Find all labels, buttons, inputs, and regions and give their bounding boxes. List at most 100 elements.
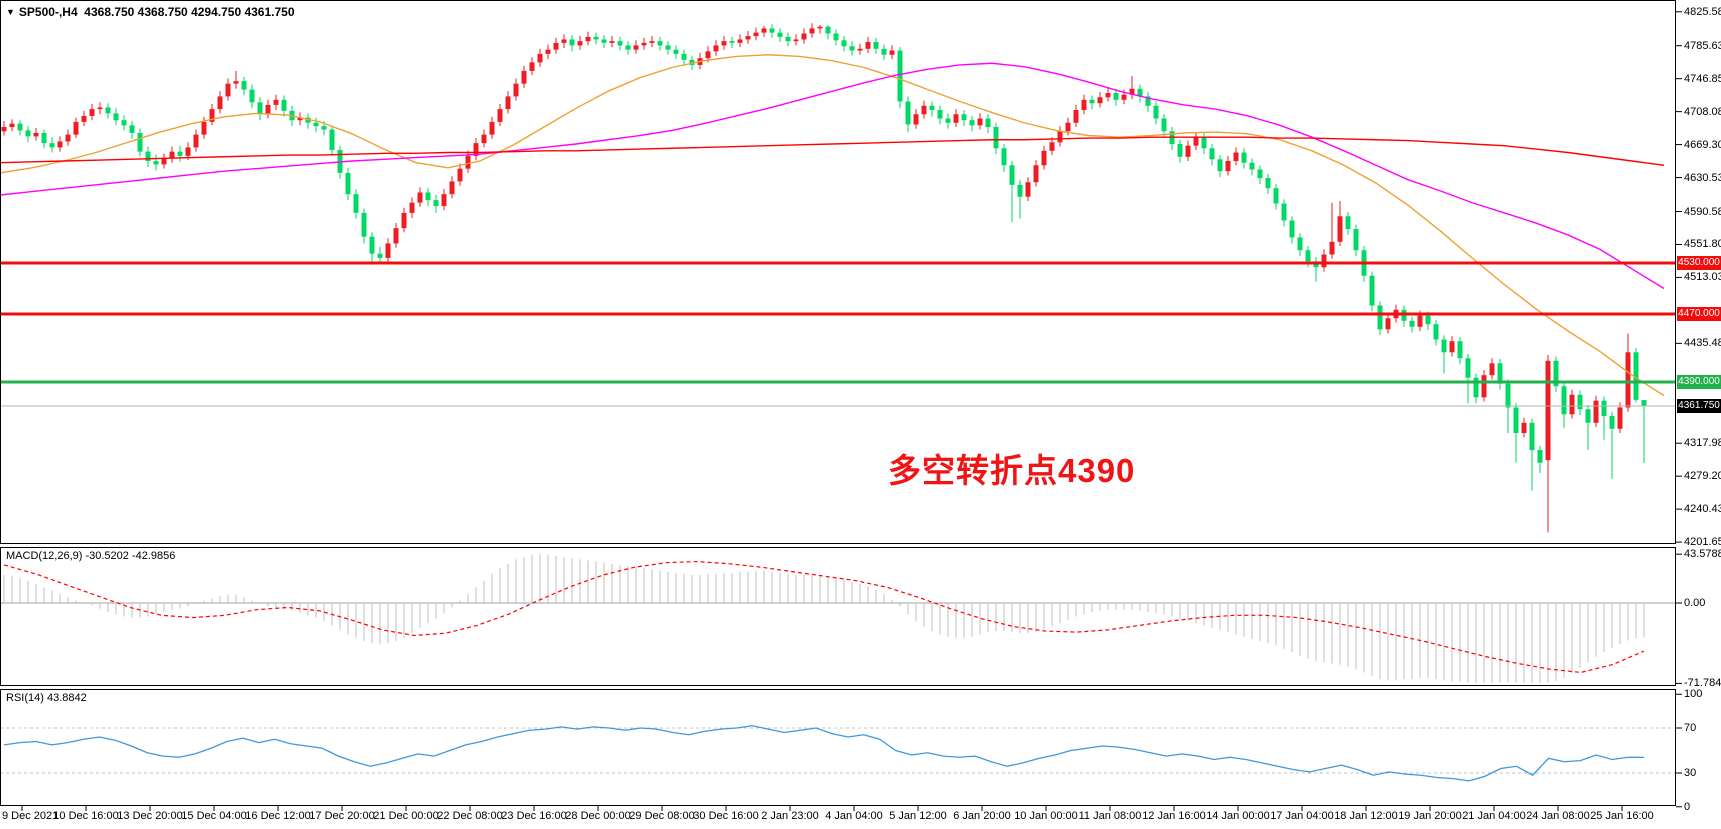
candle-bear (1425, 315, 1431, 325)
candle-bull (1417, 315, 1423, 327)
candle-bull (201, 121, 207, 135)
time-axis-label: 15 Dec 04:00 (181, 810, 247, 822)
candle-bear (305, 117, 311, 123)
candle-bull (577, 41, 583, 46)
candle-bull (649, 41, 655, 43)
candle-bear (1217, 159, 1223, 172)
candle-bear (985, 118, 991, 127)
candle-bear (329, 129, 335, 150)
candle-bear (905, 101, 911, 125)
candle-bull (753, 32, 759, 37)
candle-bear (1017, 184, 1023, 197)
candle-bull (641, 42, 647, 46)
candle-bull (89, 109, 95, 116)
candle-bull (1625, 352, 1631, 408)
rsi-axis-label: 100 (1684, 688, 1703, 701)
candle-bull (1121, 94, 1127, 100)
candle-bear (1497, 363, 1503, 384)
candle-bull (609, 41, 615, 43)
candle-bear (785, 36, 791, 42)
candle-bull (1225, 161, 1231, 172)
price-level-badge[interactable]: 4390.000 (1677, 375, 1721, 389)
price-axis-label: 4825.580 (1684, 5, 1721, 18)
candle-bear (1113, 93, 1119, 100)
collapse-ohlc-icon[interactable]: ▼ (6, 7, 15, 17)
candle-bear (1577, 394, 1583, 410)
candle-bull (809, 28, 815, 34)
candle-bear (25, 130, 31, 137)
candle-bear (153, 161, 159, 165)
candle-bull (273, 99, 279, 105)
price-axis-label: 4201.655 (1684, 536, 1721, 549)
price-axis-label: 4708.080 (1684, 105, 1721, 118)
time-axis-label: 19 Jan 20:00 (1398, 810, 1462, 822)
candle-bear (945, 118, 951, 123)
candle-bear (593, 36, 599, 40)
time-axis-label: 2 Jan 23:00 (761, 810, 819, 822)
price-axis-label: 4630.530 (1684, 171, 1721, 184)
pane-border (0, 0, 1676, 544)
candle-bear (769, 28, 775, 33)
macd-signal-line (3, 560, 1645, 674)
candle-bear (377, 253, 383, 258)
candle-bull (1449, 341, 1455, 353)
candle-bull (913, 114, 919, 125)
price-level-badge[interactable]: 4470.000 (1677, 307, 1721, 321)
candle-bull (1337, 216, 1343, 242)
candle-bear (1633, 352, 1639, 400)
candle-bear (1537, 450, 1543, 463)
candle-bear (961, 114, 967, 121)
candle-bull (977, 118, 983, 126)
candle-bear (569, 39, 575, 46)
candle-bull (161, 158, 167, 165)
candle-bull (185, 147, 191, 156)
time-axis-label: 17 Jan 04:00 (1270, 810, 1334, 822)
candle-bull (1489, 363, 1495, 376)
candle-bear (1089, 99, 1095, 104)
time-axis-label: 28 Dec 00:00 (565, 810, 631, 822)
candle-bull (1, 127, 7, 132)
candle-bull (473, 143, 479, 156)
candle-bull (1105, 93, 1111, 98)
candle-bear (121, 120, 127, 126)
candle-bull (33, 132, 39, 137)
candle-bear (1273, 188, 1279, 204)
price-axis-label: 4513.030 (1684, 271, 1721, 284)
candle-bull (385, 243, 391, 258)
candle-bear (673, 49, 679, 54)
time-axis-label: 23 Dec 16:00 (501, 810, 567, 822)
candle-bear (113, 113, 119, 121)
candle-bull (529, 62, 535, 71)
candle-bear (1201, 137, 1207, 149)
ma-slow-red (0, 136, 1665, 166)
price-level-badge[interactable]: 4530.000 (1677, 256, 1721, 270)
candle-bear (1433, 324, 1439, 340)
time-axis-label: 29 Dec 08:00 (629, 810, 695, 822)
time-axis-label: 5 Jan 12:00 (889, 810, 947, 822)
candle-bear (145, 151, 151, 161)
candle-bull (1193, 137, 1199, 146)
macd-axis-label: 0.00 (1684, 597, 1706, 609)
time-axis-label: 24 Jan 08:00 (1526, 810, 1590, 822)
candle-bear (833, 33, 839, 41)
macd-axis-label: 43.5788 (1684, 548, 1721, 561)
candle-bull (713, 45, 719, 52)
candle-bull (1185, 145, 1191, 157)
candle-bull (585, 36, 591, 42)
candle-bull (561, 39, 567, 43)
candle-bull (1065, 122, 1071, 132)
candle-bull (65, 134, 71, 142)
candle-bear (1265, 178, 1271, 189)
macd-indicator-label: MACD(12,26,9) -30.5202 -42.9856 (6, 550, 176, 562)
candle-bull (1545, 360, 1551, 461)
time-axis-label: 9 Dec 2021 (2, 810, 59, 822)
trader-annotation-text[interactable]: 多空转折点4390 (888, 452, 1136, 489)
candle-bear (993, 127, 999, 149)
candle-bear (1369, 275, 1375, 306)
candle-bull (801, 33, 807, 40)
candle-bear (681, 53, 687, 60)
candle-bull (1073, 110, 1079, 123)
time-axis-label: 17 Dec 20:00 (309, 810, 375, 822)
